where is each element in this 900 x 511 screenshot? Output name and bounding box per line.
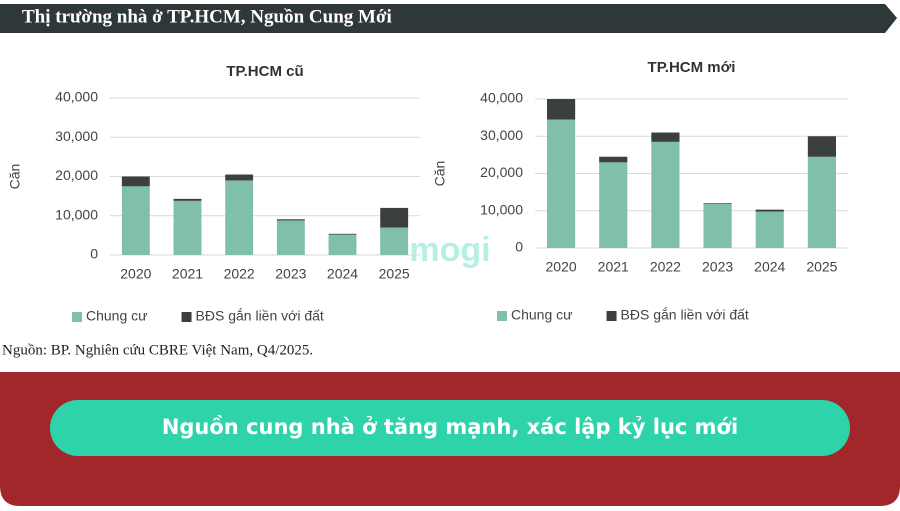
legend-swatch [497, 311, 507, 321]
header-bar [0, 4, 897, 33]
chart-title: TP.HCM mới [648, 59, 736, 76]
x-tick-label: 2022 [224, 266, 255, 282]
bar-segment [225, 180, 254, 255]
y-axis-label: Căn [432, 161, 448, 187]
bar-segment [121, 186, 150, 255]
y-tick-label: 40,000 [480, 90, 523, 106]
x-tick-label: 2024 [754, 259, 785, 275]
y-tick-label: 30,000 [480, 127, 523, 143]
bar-segment [599, 156, 628, 163]
bar-segment [703, 203, 732, 205]
x-tick-label: 2021 [172, 266, 203, 282]
banner-text: Nguồn cung nhà ở tăng mạnh, xác lập kỷ l… [162, 415, 738, 439]
chart-title: TP.HCM cũ [226, 63, 303, 80]
watermark: mogi [409, 231, 490, 269]
y-tick-label: 20,000 [480, 164, 523, 180]
x-tick-label: 2021 [598, 259, 629, 275]
bar-segment [328, 233, 357, 235]
bar-segment [276, 219, 305, 221]
legend-swatch [181, 312, 192, 322]
bar-segment [380, 207, 409, 228]
bar-segment [807, 136, 837, 157]
bar-segment [546, 119, 576, 248]
y-tick-label: 40,000 [55, 89, 98, 105]
y-tick-label: 20,000 [55, 167, 98, 183]
x-tick-label: 2020 [546, 259, 577, 275]
bar-segment [599, 162, 628, 248]
bar-segment [651, 141, 680, 248]
bar-segment [755, 209, 784, 212]
x-tick-label: 2020 [120, 266, 151, 282]
legend-swatch [72, 312, 82, 322]
x-tick-label: 2024 [327, 266, 358, 282]
legend-label: BĐS gắn liền với đất [196, 308, 324, 324]
y-tick-label: 0 [515, 239, 523, 255]
bar-segment [173, 200, 202, 255]
header-title: Thị trường nhà ở TP.HCM, Nguồn Cung Mới [22, 6, 392, 27]
bar-segment [225, 174, 254, 181]
bar-segment [121, 176, 150, 187]
legend-label: Chung cư [511, 307, 573, 323]
banner-pill [50, 400, 850, 456]
bar-segment [546, 99, 576, 120]
bar-segment [328, 234, 357, 255]
x-tick-label: 2025 [379, 266, 410, 282]
legend-label: Chung cư [86, 308, 148, 324]
bar-segment [276, 220, 305, 255]
x-tick-label: 2023 [275, 266, 306, 282]
legend-swatch [606, 311, 617, 321]
bar-segment [755, 211, 784, 248]
bar-segment [651, 132, 680, 142]
source-note: Nguồn: BP. Nghiên cứu CBRE Việt Nam, Q4/… [2, 342, 313, 358]
x-tick-label: 2025 [806, 259, 837, 275]
legend-label: BĐS gắn liền với đất [621, 307, 749, 323]
bar-segment [807, 156, 837, 248]
bar-segment [380, 227, 409, 255]
y-tick-label: 30,000 [55, 128, 98, 144]
y-tick-label: 10,000 [480, 201, 523, 217]
y-axis-label: Căn [7, 164, 23, 190]
x-tick-label: 2022 [650, 259, 681, 275]
y-tick-label: 0 [90, 246, 98, 262]
y-tick-label: 10,000 [55, 206, 98, 222]
bar-segment [173, 198, 202, 201]
x-tick-label: 2023 [702, 259, 733, 275]
bar-segment [703, 204, 732, 248]
